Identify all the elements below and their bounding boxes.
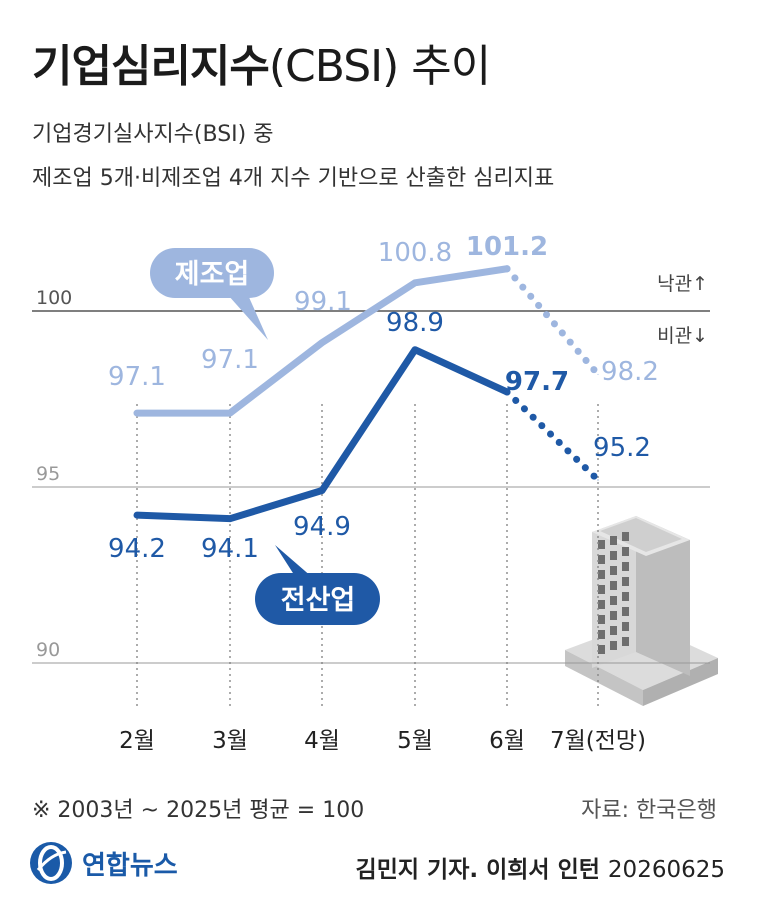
building-window (610, 536, 617, 545)
legend-label-2: 전산업 (281, 585, 356, 616)
building-window (610, 641, 617, 650)
data-point (597, 373, 599, 375)
optimism-label: 낙관↑ (657, 273, 708, 295)
data-label: 94.9 (293, 512, 351, 542)
x-tick-label: 3월 (212, 728, 248, 754)
building-window (598, 540, 605, 549)
series-forecast-line-2 (503, 388, 602, 484)
data-label: 95.2 (593, 433, 651, 463)
legend-label-1: 제조업 (175, 259, 250, 290)
data-point (597, 479, 599, 481)
x-tick-label: 7월(전망) (550, 728, 646, 754)
logo: 연합뉴스 (28, 840, 178, 886)
logo-text: 연합뉴스 (82, 850, 178, 881)
building-window (622, 592, 629, 601)
subtitle-line2: 제조업 5개·비제조업 4개 지수 기반으로 산출한 심리지표 (32, 166, 555, 191)
data-point (136, 514, 138, 516)
building-window (622, 607, 629, 616)
building-window (598, 630, 605, 639)
building-window (598, 585, 605, 594)
y-tick-label: 90 (36, 639, 60, 661)
x-tick-label: 5월 (397, 728, 433, 754)
data-label: 101.2 (466, 232, 548, 262)
data-label: 99.1 (294, 287, 352, 317)
building-illustration (565, 516, 718, 706)
y-tick-label: 95 (36, 463, 60, 485)
legend-bubble-1 (150, 248, 274, 298)
series-forecast-line-1 (503, 265, 602, 378)
subtitle-line1: 기업경기실사지수(BSI) 중 (32, 122, 274, 147)
data-label: 94.2 (108, 534, 166, 564)
data-point (506, 268, 508, 270)
credit-date: 20260625 (607, 857, 725, 883)
data-point (506, 391, 508, 393)
building-window (598, 615, 605, 624)
building-window (598, 600, 605, 609)
data-point (229, 412, 231, 414)
data-point (414, 349, 416, 351)
pessimism-label: 비관↓ (657, 325, 708, 347)
building-window (622, 637, 629, 646)
source-text: 자료: 한국은행 (581, 798, 717, 823)
data-point (229, 518, 231, 520)
data-label: 97.7 (505, 367, 569, 397)
building-window (598, 555, 605, 564)
building-window (622, 532, 629, 541)
building-window (610, 626, 617, 635)
data-label: 98.9 (386, 308, 444, 338)
legend-pointer-1 (228, 295, 268, 340)
data-label: 97.1 (201, 345, 259, 375)
data-label: 94.1 (201, 534, 259, 564)
data-label: 100.8 (378, 238, 452, 268)
x-tick-label: 6월 (489, 728, 525, 754)
credit-author: 김민지 기자. 이희서 인턴 (355, 857, 600, 883)
building-window (610, 611, 617, 620)
data-point (414, 282, 416, 284)
page-title: 기업심리지수(CBSI) 추이 (32, 30, 491, 94)
yonhap-logo-icon (30, 842, 72, 884)
building-window (622, 622, 629, 631)
y-tick-label: 100 (36, 287, 72, 309)
data-label: 98.2 (601, 357, 659, 387)
building-window (610, 566, 617, 575)
building-window (598, 570, 605, 579)
building-window (622, 577, 629, 586)
building-window (598, 645, 605, 654)
footnote: ※ 2003년 ~ 2025년 평균 = 100 (32, 798, 365, 823)
building-window (622, 562, 629, 571)
building-window (610, 551, 617, 560)
building-window (610, 581, 617, 590)
x-tick-label: 4월 (304, 728, 340, 754)
data-label: 97.1 (108, 362, 166, 392)
legend-bubble-2 (255, 573, 380, 625)
x-tick-label: 2월 (119, 728, 155, 754)
building-window (610, 596, 617, 605)
title-bold: 기업심리지수 (32, 41, 270, 92)
data-point (136, 412, 138, 414)
data-point (321, 490, 323, 492)
credit: 김민지 기자. 이희서 인턴 20260625 (356, 850, 725, 884)
title-light: (CBSI) 추이 (268, 41, 491, 92)
building-window (622, 547, 629, 556)
data-point (321, 342, 323, 344)
